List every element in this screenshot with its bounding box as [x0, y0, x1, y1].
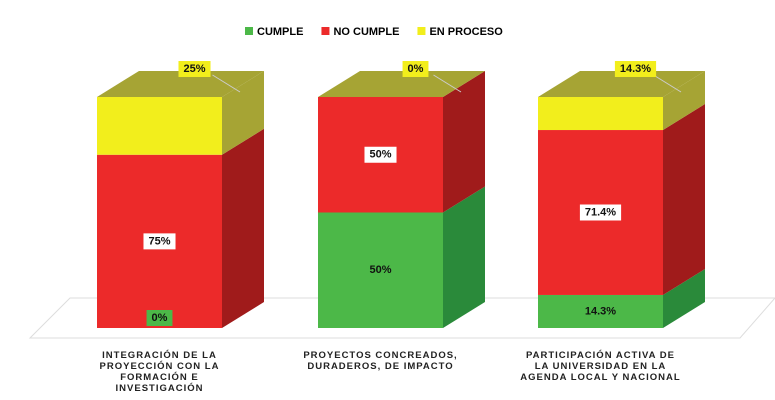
data-label-box [364, 262, 397, 279]
data-label-box [146, 310, 173, 326]
leader-line [433, 74, 462, 93]
data-label: 25% [183, 63, 205, 75]
bar-side [443, 71, 485, 213]
bar-top [97, 71, 264, 97]
bar-top [318, 71, 485, 97]
data-label: 50% [369, 264, 391, 276]
data-label: 0% [408, 63, 424, 75]
data-label-box [143, 233, 176, 250]
data-label: 14.3% [620, 63, 651, 75]
legend-label: EN PROCESO [429, 26, 503, 38]
data-label-box [402, 61, 429, 77]
data-label-box [364, 146, 397, 163]
data-label-box [178, 61, 211, 77]
x-tick-label: INTEGRACIÓN DE LA PROYECCIÓN CON LA FORM… [99, 350, 220, 394]
data-label: 0% [152, 312, 168, 324]
leader-line [653, 74, 682, 93]
legend-swatch [417, 27, 426, 35]
data-label: 50% [369, 149, 391, 161]
bar-segment [97, 97, 222, 155]
bar-side [443, 186, 485, 328]
legend-swatch [245, 27, 253, 35]
bar-segment [538, 97, 663, 131]
legend-label: NO CUMPLE [333, 26, 399, 38]
data-label: 75% [148, 235, 170, 247]
legend-swatch [321, 27, 330, 35]
leader-line [212, 74, 241, 93]
bar-side [663, 104, 705, 295]
bar-side [663, 268, 705, 328]
floor [28, 297, 775, 339]
bar-side [222, 71, 264, 155]
data-label: 71.4% [585, 206, 616, 218]
legend-label: CUMPLE [257, 26, 303, 38]
bar-top [538, 71, 705, 97]
x-tick-label: PARTICIPACIÓN ACTIVA DE LA UNIVERSIDAD E… [520, 350, 681, 383]
bar-side [222, 128, 264, 328]
data-label-box [579, 303, 622, 320]
bar-side [663, 71, 705, 131]
data-label-box [579, 204, 622, 221]
x-tick-label: PROYECTOS CONCREADOS, DURADEROS, DE IMPA… [303, 350, 458, 372]
data-label-box [614, 61, 657, 77]
data-label: 14.3% [585, 305, 616, 317]
